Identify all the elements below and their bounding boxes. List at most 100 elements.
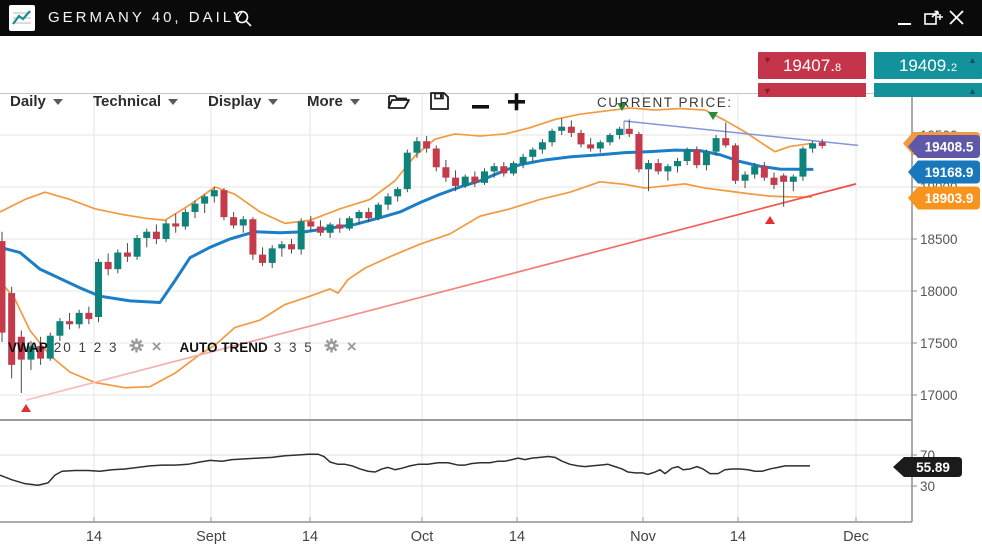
candle-body: [818, 142, 826, 146]
search-icon[interactable]: [234, 9, 254, 34]
x-axis-label: Dec: [843, 529, 869, 545]
x-axis-label: Oct: [411, 529, 434, 545]
arrow-up-icon: ▲: [968, 86, 977, 96]
candle-body: [548, 130, 556, 143]
candle-body: [751, 166, 759, 175]
gear-icon[interactable]: [129, 338, 144, 356]
ask-price-box[interactable]: ▲ 19409.2: [874, 52, 982, 79]
close-icon[interactable]: [949, 10, 965, 31]
minimize-button[interactable]: [897, 12, 913, 31]
x-axis-label: Nov: [630, 529, 657, 545]
candle-body: [712, 138, 720, 152]
candle-body: [85, 312, 93, 320]
save-icon[interactable]: [429, 91, 450, 116]
candle-body: [181, 211, 189, 227]
candle-body: [413, 141, 421, 153]
current-price-label: CURRENT PRICE:: [597, 95, 733, 110]
zoom-in-icon[interactable]: [506, 91, 528, 118]
candle-body: [143, 231, 151, 238]
arrow-up-icon: ▲: [968, 55, 977, 65]
open-folder-icon[interactable]: [387, 91, 411, 116]
remove-indicator-icon[interactable]: ×: [151, 337, 162, 356]
candle-body: [789, 176, 797, 182]
remove-indicator-icon[interactable]: ×: [346, 337, 357, 356]
oscillator-value-tag: [893, 457, 962, 477]
candle-body: [423, 141, 431, 149]
candle-body: [210, 190, 218, 197]
vwap-line: [0, 148, 814, 304]
trend-marker-down: [617, 103, 627, 111]
candle-body: [683, 149, 691, 161]
candle-body: [268, 248, 276, 263]
candle-body: [741, 174, 749, 181]
chevron-down-icon: [349, 99, 360, 106]
candle-body: [538, 142, 546, 150]
candle-body: [8, 293, 16, 365]
candle-body: [674, 161, 681, 167]
ask-price-box-secondary[interactable]: ▲: [874, 83, 982, 97]
candle-body: [95, 261, 102, 317]
candle-body: [326, 224, 334, 233]
bid-price-box-secondary[interactable]: ▼: [758, 83, 866, 97]
candle-body: [635, 133, 643, 170]
candle-body: [162, 223, 170, 239]
bid-price-box[interactable]: ▼ 19407.8: [758, 52, 866, 79]
zoom-out-icon[interactable]: [470, 98, 492, 116]
candle-body: [442, 167, 450, 178]
candle-body: [345, 218, 353, 229]
candle-body: [365, 211, 373, 219]
chevron-down-icon: [52, 99, 63, 106]
candle-body: [297, 221, 305, 250]
candle-body: [481, 171, 488, 183]
app-logo-icon: [9, 5, 35, 31]
candle-body: [288, 244, 295, 250]
candle-body: [432, 148, 440, 168]
gear-icon[interactable]: [324, 338, 339, 356]
menu-more[interactable]: More: [307, 93, 360, 110]
candle-body: [191, 203, 199, 212]
band-price-tag-value: 18903.9: [925, 191, 974, 206]
candle-body: [587, 144, 595, 149]
candle-body: [461, 176, 469, 186]
x-axis-label: 14: [86, 529, 102, 545]
bid-price-value: 19407.: [782, 56, 835, 75]
candle-body: [17, 336, 25, 360]
candle-body: [123, 252, 131, 257]
vwap-price-tag-value: 19168.9: [925, 165, 974, 180]
candle-body: [239, 219, 247, 226]
chevron-down-icon: [168, 99, 179, 106]
popout-icon[interactable]: [924, 10, 943, 31]
candle-body: [606, 135, 614, 143]
x-axis-label: 14: [302, 529, 318, 545]
ask-price-value: 19409.: [898, 56, 951, 75]
candle-body: [220, 190, 228, 218]
candle-body: [66, 321, 74, 325]
indicator-labels: VWAP 20 1 2 3 × AUTO TREND 3 3 5 ×: [8, 338, 357, 356]
candle-body: [500, 166, 508, 174]
candle-body: [37, 346, 45, 359]
arrow-down-icon: ▼: [763, 86, 772, 96]
candle-body: [230, 217, 238, 226]
candle-body: [809, 143, 817, 149]
arrow-down-icon: ▼: [763, 55, 772, 65]
indicator-name: AUTO TREND: [179, 339, 268, 355]
candle-body: [403, 152, 411, 190]
x-axis-label: Sept: [196, 529, 226, 545]
candle-body: [645, 163, 653, 170]
menu-technical[interactable]: Technical: [93, 93, 179, 110]
candle-body: [731, 145, 739, 181]
window-title: GERMANY 40, DAILY: [48, 9, 246, 26]
candle-body: [509, 163, 517, 174]
menu-timeframe[interactable]: Daily: [10, 93, 63, 110]
trend-marker-up: [765, 216, 775, 224]
candle-body: [384, 196, 392, 205]
current-price-tag: [908, 135, 980, 158]
oscillator-axis-label: 30: [920, 479, 935, 494]
candle-body: [799, 148, 807, 177]
candle-body: [780, 175, 788, 182]
menu-display[interactable]: Display: [208, 93, 279, 110]
candle-body: [577, 132, 585, 145]
candle-body: [567, 126, 575, 133]
